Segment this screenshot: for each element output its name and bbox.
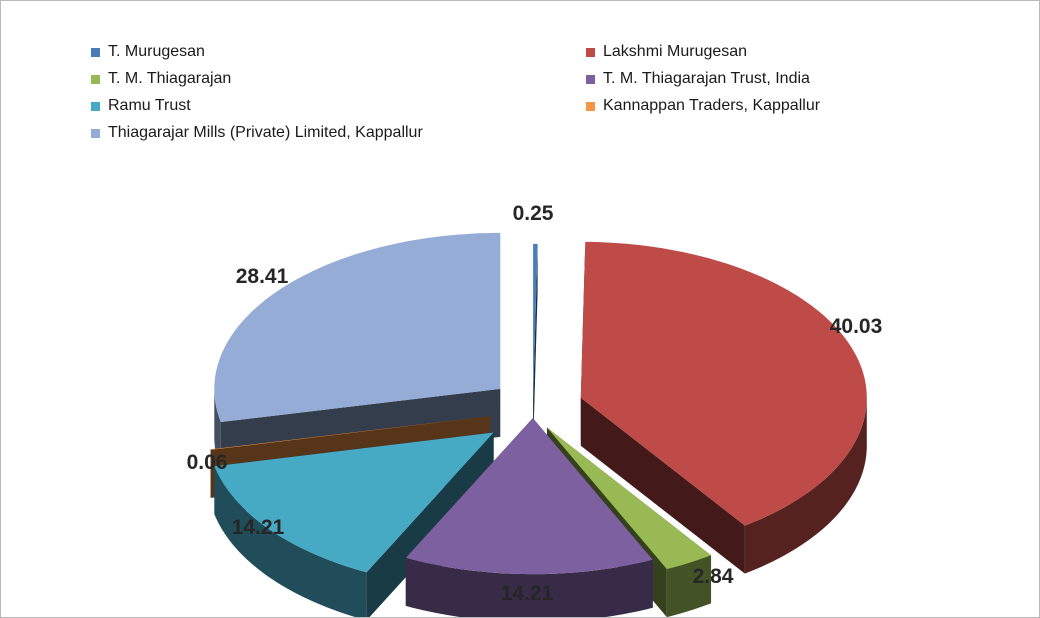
pie-slice-top: [546, 427, 712, 570]
legend-item-t-murugesan: T. Murugesan: [91, 43, 205, 61]
pie-slice-4: [214, 432, 494, 617]
legend-label: T. Murugesan: [108, 43, 205, 60]
data-label-1: 40.03: [830, 315, 883, 338]
legend-item-kannappan-traders: Kannappan Traders, Kappallur: [586, 97, 820, 115]
data-label-4: 14.21: [232, 516, 285, 539]
legend-label: T. M. Thiagarajan: [108, 70, 232, 87]
legend-label: T. M. Thiagarajan Trust, India: [603, 70, 810, 87]
legend-swatch: [91, 128, 100, 138]
pie-slice-1: [580, 241, 867, 574]
data-label-5: 0.06: [187, 451, 228, 474]
pie-slice-side: [744, 397, 867, 574]
legend-swatch: [91, 47, 100, 57]
pie-slice-wall: [580, 397, 745, 574]
legend-item-tm-thiagarajan: T. M. Thiagarajan: [91, 70, 231, 88]
legend-label: Lakshmi Murugesan: [603, 43, 748, 60]
data-label-0: 0.25: [513, 202, 554, 225]
legend-label: Kannappan Traders, Kappallur: [603, 97, 821, 114]
legend-item-thiagarajar-mills: Thiagarajar Mills (Private) Limited, Kap…: [91, 124, 423, 142]
legend-swatch: [586, 47, 595, 57]
data-label-3: 14.21: [501, 582, 554, 605]
pie-slice-top: [405, 418, 653, 575]
pie-slice-top: [214, 232, 501, 423]
data-label-6: 28.41: [236, 265, 289, 288]
pie-slice-top: [580, 241, 867, 526]
legend-item-ramu-trust: Ramu Trust: [91, 97, 191, 115]
pie-slice-top: [214, 432, 494, 573]
legend-item-tm-thiagarajan-trust: T. M. Thiagarajan Trust, India: [586, 70, 810, 88]
data-label-2: 2.84: [693, 565, 734, 588]
legend-item-lakshmi-murugesan: Lakshmi Murugesan: [586, 43, 747, 61]
legend-label: Ramu Trust: [108, 97, 191, 114]
pie-slice-top: [533, 243, 538, 400]
pie-slice-side: [214, 466, 367, 617]
pie-slice-top: [210, 416, 491, 450]
pie-slice-wall: [533, 243, 538, 448]
pie-slice-3: [405, 418, 653, 617]
legend-swatch: [91, 74, 100, 84]
pie-slice-side: [405, 557, 653, 617]
pie-slice-0: [533, 243, 538, 448]
legend-swatch: [586, 101, 595, 111]
pie-slice-side: [666, 555, 712, 617]
legend-label: Thiagarajar Mills (Private) Limited, Kap…: [108, 124, 423, 141]
legend-swatch: [586, 74, 595, 84]
legend-swatch: [91, 101, 100, 111]
